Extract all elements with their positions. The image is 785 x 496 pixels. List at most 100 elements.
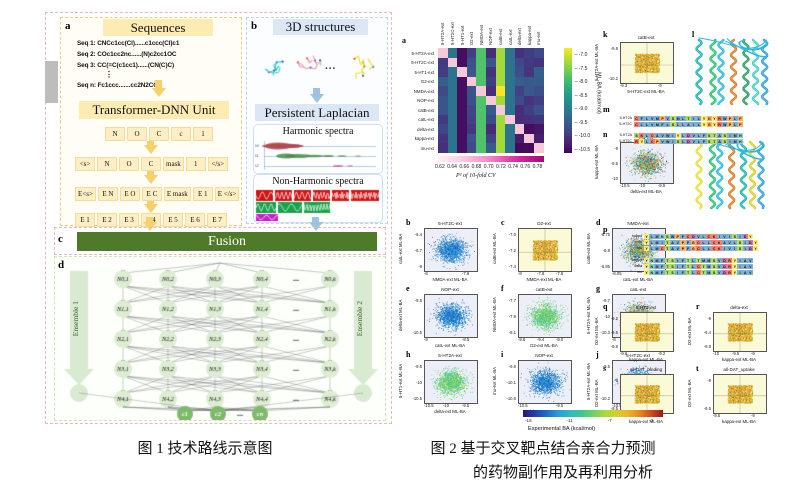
heatmap-cell <box>514 67 525 77</box>
position-token: E 7 <box>207 213 227 227</box>
panel-b-scatter <box>424 228 478 272</box>
panel-b-ytick: -9 <box>418 264 422 269</box>
msa-p-block1-residue: G <box>690 240 696 246</box>
msa-p-block2-residue: M <box>706 258 712 264</box>
msa-p-block1-residue: K <box>716 240 722 246</box>
heatmap-row-label: delta-ext <box>417 126 434 132</box>
msa-m-block1-residue: W <box>722 116 728 122</box>
heatmap-cell <box>438 124 448 134</box>
msa-m-block2-residue: F <box>701 139 707 145</box>
msa-p-block1-residue: L <box>706 246 712 252</box>
msa-m-block1-residue: R <box>717 116 723 122</box>
heatmap-cell <box>524 95 534 105</box>
heatmap-cell <box>447 48 458 58</box>
msa-p-block2-residue: I <box>675 264 681 270</box>
msa-m-block1-residue: Y <box>701 116 707 122</box>
msa-p-block2-residue: F <box>680 264 686 270</box>
msa-m-block1-residue: L <box>644 116 650 122</box>
msa-p-block2-residue: M <box>701 258 707 264</box>
heatmap-row-label: mu-ext <box>420 145 434 151</box>
heatmap-cell <box>486 105 496 115</box>
panel-q-xtick: -9.6 <box>620 351 628 356</box>
msa-p-block1-residue: M <box>654 240 660 246</box>
heatmap-cell <box>466 105 477 115</box>
heatmap-cell <box>447 114 458 124</box>
molecule-structures-graphic <box>247 37 387 95</box>
heatmap-cell <box>495 76 506 86</box>
msa-m-block1-residue: F <box>659 122 666 128</box>
panel-g-ytick: -10.3 <box>600 330 610 335</box>
heatmap-cell <box>514 143 525 153</box>
sequence-line-n: Seq n: Fc1ccc.......cc2N2CCN <box>77 82 163 89</box>
token-row-2: <s> N O C mask 1 </s> <box>75 157 228 171</box>
msa-m-block2-residue: Y <box>639 139 645 145</box>
harmonic-spectra-plot <box>254 139 380 172</box>
msa-m-block2-residue: V <box>659 133 666 139</box>
token: </s> <box>207 157 228 171</box>
heatmap-colorbar-tick: – -7.5 <box>574 65 588 72</box>
heatmap-col-label: D2-ext <box>469 32 475 45</box>
msa-p-block1-residue: I <box>716 234 722 240</box>
heatmap-colorbar-tick: – -10.5 <box>574 146 591 153</box>
msa-m-block2-residue: L <box>644 139 650 145</box>
panel-a-label-f2: a <box>402 36 406 45</box>
heatmap-cell <box>514 114 525 124</box>
msa-m-block1-residue: G <box>706 122 712 128</box>
msa-p-block1-residue: Y <box>644 240 650 246</box>
arrow-stem-a <box>155 80 162 90</box>
heatmap-col-label: delta-ext <box>517 28 523 45</box>
heatmap-cell <box>457 57 467 67</box>
panel-h-ylabel: 5-HT1-ext ML-BA <box>398 363 403 399</box>
panel-c-ytick: -7.0 <box>508 232 516 237</box>
panel-g-ylabel: 5-HT2A-ext ML-BA <box>586 296 591 334</box>
heatmap-cell <box>476 76 486 86</box>
msa-m-block1-residue: Y <box>711 122 717 128</box>
panel-k-ytick: -9.8 <box>610 46 618 51</box>
heatmap-col-label: 5-HT2C-ext <box>450 22 455 45</box>
panel-n-ytick: -9 <box>614 146 618 151</box>
sequences-title: Sequences <box>103 19 213 36</box>
msa-p-block2-residue: L <box>690 264 696 270</box>
heatmap-cell <box>495 114 506 124</box>
panel-g-ytick: -10 <box>603 314 610 319</box>
panel-i-xtick: -10.5 <box>518 403 528 408</box>
msa-m-block2-residue: L <box>644 133 650 139</box>
msa-p-block1-residue: M <box>654 246 660 252</box>
msa-p-block1-residue: A <box>669 240 676 246</box>
panel-l-label: l <box>692 30 695 39</box>
panel-e-scatter <box>424 294 478 338</box>
msa-p-block2-residue: M <box>706 270 712 276</box>
arrow-down-t1 <box>144 145 158 154</box>
msa-m-block2-residue: I <box>670 139 676 145</box>
ensemble-2-label: Ensemble 2 <box>355 301 364 337</box>
heatmap-cell <box>447 76 458 86</box>
msa-p-block1-residue: A <box>721 240 727 246</box>
heatmap-cell <box>534 67 544 77</box>
panel-h-title: 5-HT2A-ext <box>438 353 462 358</box>
msa-p-block2-residue: Y <box>644 258 650 264</box>
msa-m-block1-residue: W <box>722 122 728 128</box>
panel-f-xtick: -9.0 <box>556 337 564 342</box>
panel-n-ylabel: kappa-ext ML-BA <box>594 145 599 179</box>
msa-m-block2-residue: Y <box>675 133 681 139</box>
heatmap-cell <box>495 133 506 143</box>
heatmap-cell <box>514 95 525 105</box>
heatmap-cell <box>505 105 515 115</box>
arrow-stem-t3 <box>147 201 154 205</box>
panel-c-title: D2-ext <box>537 221 551 226</box>
heatmap-cell <box>466 114 477 124</box>
msa-p-block1-residue: T <box>664 246 670 252</box>
heatmap-cell <box>457 76 467 86</box>
embedding-token: E 1 <box>192 187 213 201</box>
panel-f-ytick: -7.7 <box>508 298 516 303</box>
heatmap-row-label: 5-HT2C-ext <box>411 60 434 66</box>
panel-r-title: delta-ext <box>730 305 748 310</box>
panel-g-title: catL-ext <box>629 287 647 292</box>
token-row-3: E<s> E N E O E C E mask E 1 E </s> <box>75 187 240 201</box>
heatmap-cell <box>466 143 477 153</box>
heatmap-cell <box>476 133 486 143</box>
heatmap-cell <box>505 86 515 96</box>
panel-p-label: p <box>603 225 608 234</box>
